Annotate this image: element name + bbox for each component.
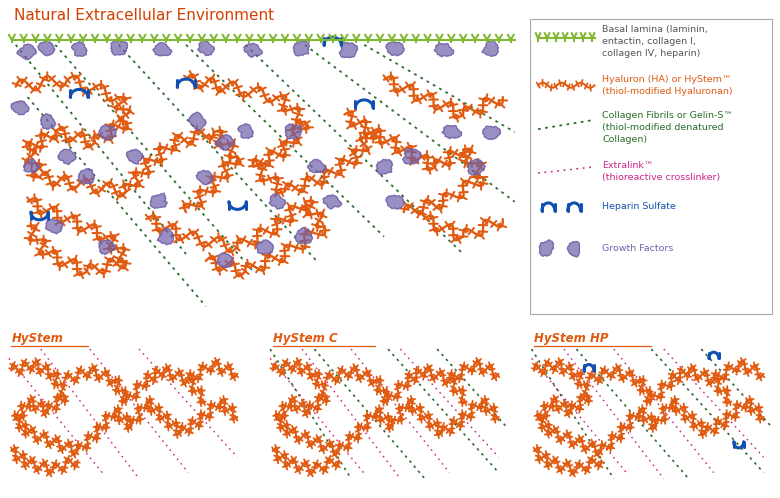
Polygon shape xyxy=(285,124,302,139)
Polygon shape xyxy=(11,101,29,115)
Polygon shape xyxy=(189,112,206,130)
Polygon shape xyxy=(434,43,454,57)
Polygon shape xyxy=(45,219,62,234)
Polygon shape xyxy=(217,253,232,267)
Text: Heparin Sulfate: Heparin Sulfate xyxy=(602,202,676,211)
FancyBboxPatch shape xyxy=(530,19,772,314)
Text: HyStem C: HyStem C xyxy=(272,332,337,345)
Polygon shape xyxy=(243,43,262,57)
Polygon shape xyxy=(386,42,404,56)
Polygon shape xyxy=(58,149,76,164)
Polygon shape xyxy=(238,124,254,138)
Polygon shape xyxy=(41,114,55,129)
Polygon shape xyxy=(158,229,174,245)
Polygon shape xyxy=(293,41,310,56)
Text: Extralink™
(thioreactive crosslinker): Extralink™ (thioreactive crosslinker) xyxy=(602,161,721,182)
Polygon shape xyxy=(215,134,234,150)
Polygon shape xyxy=(256,240,273,254)
Polygon shape xyxy=(539,240,554,256)
Polygon shape xyxy=(483,126,501,139)
Polygon shape xyxy=(567,242,580,257)
Polygon shape xyxy=(442,125,462,138)
Text: Natural Extracellular Environment: Natural Extracellular Environment xyxy=(14,8,274,23)
Text: HyStem HP: HyStem HP xyxy=(534,332,608,345)
Polygon shape xyxy=(198,40,215,56)
Polygon shape xyxy=(467,159,485,175)
Polygon shape xyxy=(72,42,87,56)
Text: Collagen Fibrils or Gelin-S™
(thiol-modified denatured
Collagen): Collagen Fibrils or Gelin-S™ (thiol-modi… xyxy=(602,112,733,144)
Polygon shape xyxy=(323,195,342,209)
Text: Basal lamina (laminin,
entactin, collagen I,
collagen IV, heparin): Basal lamina (laminin, entactin, collage… xyxy=(602,25,708,58)
Polygon shape xyxy=(402,149,421,164)
Polygon shape xyxy=(386,195,404,209)
Polygon shape xyxy=(295,228,313,244)
Polygon shape xyxy=(339,42,357,58)
Polygon shape xyxy=(153,43,172,56)
Polygon shape xyxy=(98,125,116,140)
Polygon shape xyxy=(99,240,115,254)
Polygon shape xyxy=(151,193,168,208)
Polygon shape xyxy=(126,149,144,164)
Polygon shape xyxy=(111,40,127,55)
Polygon shape xyxy=(482,40,498,56)
Polygon shape xyxy=(197,170,213,185)
Polygon shape xyxy=(17,44,37,60)
Polygon shape xyxy=(38,41,55,56)
Polygon shape xyxy=(23,159,39,173)
Text: HyStem: HyStem xyxy=(11,332,63,345)
Polygon shape xyxy=(307,159,326,173)
Polygon shape xyxy=(78,168,94,184)
Polygon shape xyxy=(377,159,392,174)
Polygon shape xyxy=(269,194,285,209)
Text: Hyaluron (HA) or HyStem™
(thiol-modified Hyaluronan): Hyaluron (HA) or HyStem™ (thiol-modified… xyxy=(602,75,733,96)
Text: Growth Factors: Growth Factors xyxy=(602,244,674,253)
